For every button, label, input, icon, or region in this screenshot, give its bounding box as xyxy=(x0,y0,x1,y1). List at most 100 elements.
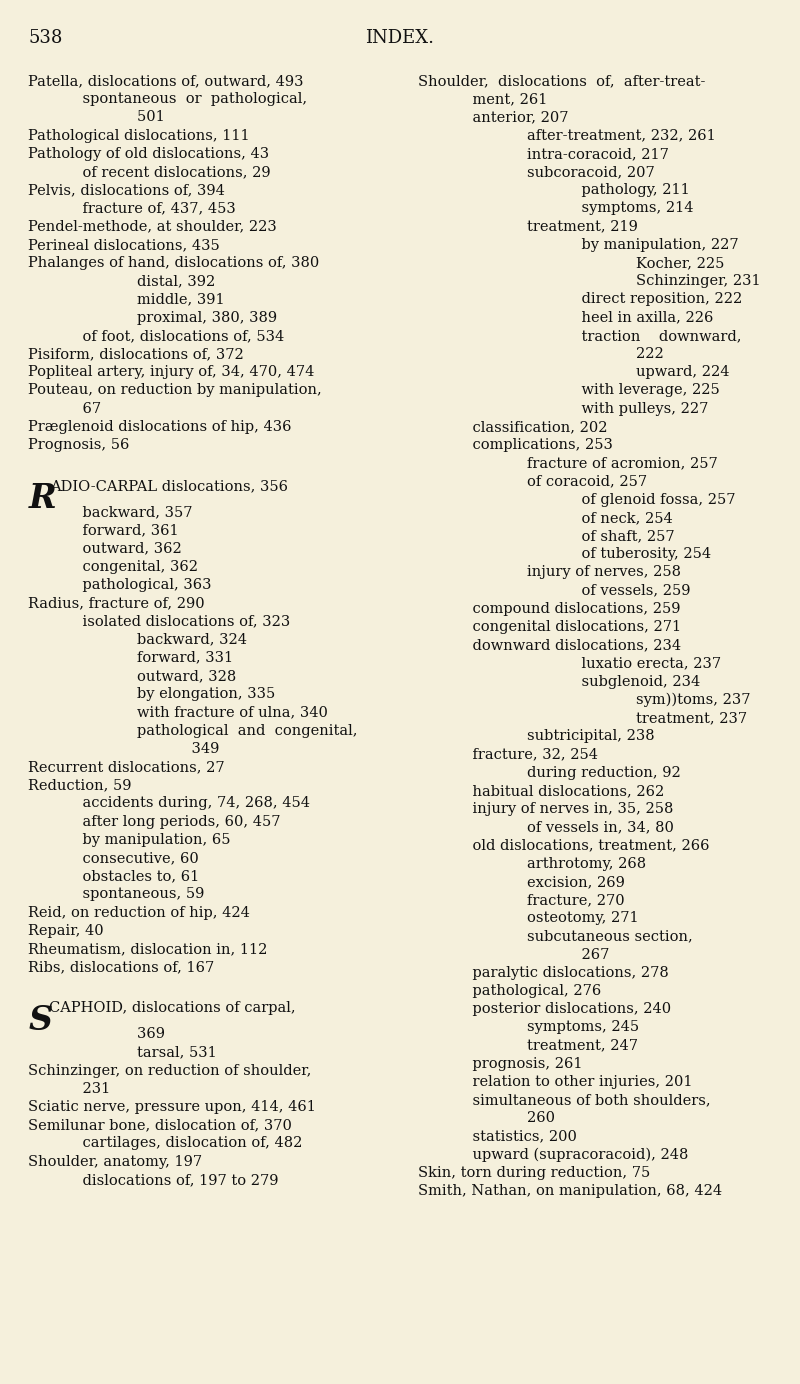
Text: Repair, 40: Repair, 40 xyxy=(28,923,104,938)
Text: proximal, 380, 389: proximal, 380, 389 xyxy=(100,310,277,325)
Text: after long periods, 60, 457: after long periods, 60, 457 xyxy=(64,815,281,829)
Text: of recent dislocations, 29: of recent dislocations, 29 xyxy=(64,165,270,179)
Text: fracture of, 437, 453: fracture of, 437, 453 xyxy=(64,202,236,216)
Text: Pathological dislocations, 111: Pathological dislocations, 111 xyxy=(28,129,250,143)
Text: 501: 501 xyxy=(100,111,165,125)
Text: downward dislocations, 234: downward dislocations, 234 xyxy=(454,638,681,652)
Text: Smith, Nathan, on manipulation, 68, 424: Smith, Nathan, on manipulation, 68, 424 xyxy=(418,1185,722,1199)
Text: subcoracoid, 207: subcoracoid, 207 xyxy=(490,165,654,179)
Text: habitual dislocations, 262: habitual dislocations, 262 xyxy=(454,783,664,797)
Text: isolated dislocations of, 323: isolated dislocations of, 323 xyxy=(64,614,290,628)
Text: with pulleys, 227: with pulleys, 227 xyxy=(526,401,708,415)
Text: treatment, 237: treatment, 237 xyxy=(562,711,747,725)
Text: Shoulder,  dislocations  of,  after-treat-: Shoulder, dislocations of, after-treat- xyxy=(418,73,706,89)
Text: by elongation, 335: by elongation, 335 xyxy=(100,686,275,702)
Text: compound dislocations, 259: compound dislocations, 259 xyxy=(454,602,681,616)
Text: simultaneous of both shoulders,: simultaneous of both shoulders, xyxy=(454,1093,710,1107)
Text: by manipulation, 65: by manipulation, 65 xyxy=(64,833,230,847)
Text: spontaneous, 59: spontaneous, 59 xyxy=(64,887,204,901)
Text: 267: 267 xyxy=(526,948,610,962)
Text: luxatio erecta, 237: luxatio erecta, 237 xyxy=(526,656,721,670)
Text: 260: 260 xyxy=(490,1111,555,1125)
Text: 369: 369 xyxy=(100,1027,165,1041)
Text: old dislocations, treatment, 266: old dislocations, treatment, 266 xyxy=(454,839,710,853)
Text: 538: 538 xyxy=(28,29,62,47)
Text: Kocher, 225: Kocher, 225 xyxy=(562,256,724,270)
Text: traction    downward,: traction downward, xyxy=(526,329,742,343)
Text: cartilages, dislocation of, 482: cartilages, dislocation of, 482 xyxy=(64,1136,302,1150)
Text: Schinzinger, 231: Schinzinger, 231 xyxy=(562,274,761,288)
Text: posterior dislocations, 240: posterior dislocations, 240 xyxy=(454,1002,671,1016)
Text: ADIO-CARPAL dislocations, 356: ADIO-CARPAL dislocations, 356 xyxy=(50,479,288,493)
Text: subcutaneous section,: subcutaneous section, xyxy=(490,930,693,944)
Text: with leverage, 225: with leverage, 225 xyxy=(526,383,720,397)
Text: S: S xyxy=(29,1005,53,1038)
Text: Sciatic nerve, pressure upon, 414, 461: Sciatic nerve, pressure upon, 414, 461 xyxy=(28,1100,316,1114)
Text: Popliteal artery, injury of, 34, 470, 474: Popliteal artery, injury of, 34, 470, 47… xyxy=(28,365,314,379)
Text: injury of nerves in, 35, 258: injury of nerves in, 35, 258 xyxy=(454,801,674,817)
Text: heel in axilla, 226: heel in axilla, 226 xyxy=(526,310,714,325)
Text: intra-coracoid, 217: intra-coracoid, 217 xyxy=(490,147,669,161)
Text: Pendel-methode, at shoulder, 223: Pendel-methode, at shoulder, 223 xyxy=(28,220,277,234)
Text: treatment, 247: treatment, 247 xyxy=(490,1038,638,1053)
Text: after-treatment, 232, 261: after-treatment, 232, 261 xyxy=(490,129,716,143)
Text: of glenoid fossa, 257: of glenoid fossa, 257 xyxy=(526,493,735,507)
Text: by manipulation, 227: by manipulation, 227 xyxy=(526,238,738,252)
Text: Shoulder, anatomy, 197: Shoulder, anatomy, 197 xyxy=(28,1154,202,1168)
Text: tarsal, 531: tarsal, 531 xyxy=(100,1045,217,1060)
Text: classification, 202: classification, 202 xyxy=(454,419,607,433)
Text: Skin, torn during reduction, 75: Skin, torn during reduction, 75 xyxy=(418,1165,650,1181)
Text: osteotomy, 271: osteotomy, 271 xyxy=(490,911,638,925)
Text: of tuberosity, 254: of tuberosity, 254 xyxy=(526,547,711,561)
Text: fracture, 32, 254: fracture, 32, 254 xyxy=(454,747,598,761)
Text: of shaft, 257: of shaft, 257 xyxy=(526,529,674,543)
Text: congenital, 362: congenital, 362 xyxy=(64,559,198,574)
Text: forward, 331: forward, 331 xyxy=(100,650,233,664)
Text: with fracture of ulna, 340: with fracture of ulna, 340 xyxy=(100,706,328,720)
Text: prognosis, 261: prognosis, 261 xyxy=(454,1057,582,1071)
Text: excision, 269: excision, 269 xyxy=(490,875,625,889)
Text: of foot, dislocations of, 534: of foot, dislocations of, 534 xyxy=(64,329,284,343)
Text: subglenoid, 234: subglenoid, 234 xyxy=(526,674,700,689)
Text: Semilunar bone, dislocation of, 370: Semilunar bone, dislocation of, 370 xyxy=(28,1118,292,1132)
Text: Pouteau, on reduction by manipulation,: Pouteau, on reduction by manipulation, xyxy=(28,383,322,397)
Text: of vessels in, 34, 80: of vessels in, 34, 80 xyxy=(490,821,674,835)
Text: Radius, fracture of, 290: Radius, fracture of, 290 xyxy=(28,597,205,610)
Text: consecutive, 60: consecutive, 60 xyxy=(64,851,198,865)
Text: ment, 261: ment, 261 xyxy=(454,93,547,107)
Text: complications, 253: complications, 253 xyxy=(454,437,613,453)
Text: backward, 324: backward, 324 xyxy=(100,632,247,646)
Text: during reduction, 92: during reduction, 92 xyxy=(490,765,681,779)
Text: INDEX.: INDEX. xyxy=(366,29,434,47)
Text: middle, 391: middle, 391 xyxy=(100,292,225,306)
Text: spontaneous  or  pathological,: spontaneous or pathological, xyxy=(64,93,307,107)
Text: Pelvis, dislocations of, 394: Pelvis, dislocations of, 394 xyxy=(28,183,225,197)
Text: backward, 357: backward, 357 xyxy=(64,505,193,519)
Text: Pathology of old dislocations, 43: Pathology of old dislocations, 43 xyxy=(28,147,269,161)
Text: symptoms, 245: symptoms, 245 xyxy=(490,1020,639,1034)
Text: 222: 222 xyxy=(562,347,664,361)
Text: symptoms, 214: symptoms, 214 xyxy=(526,202,694,216)
Text: outward, 328: outward, 328 xyxy=(100,668,236,682)
Text: Prognosis, 56: Prognosis, 56 xyxy=(28,437,130,453)
Text: upward (supracoracoid), 248: upward (supracoracoid), 248 xyxy=(454,1147,688,1163)
Text: injury of nerves, 258: injury of nerves, 258 xyxy=(490,566,681,580)
Text: anterior, 207: anterior, 207 xyxy=(454,111,569,125)
Text: paralytic dislocations, 278: paralytic dislocations, 278 xyxy=(454,966,669,980)
Text: direct reposition, 222: direct reposition, 222 xyxy=(526,292,742,306)
Text: subtricipital, 238: subtricipital, 238 xyxy=(490,729,654,743)
Text: CAPHOID, dislocations of carpal,: CAPHOID, dislocations of carpal, xyxy=(49,1002,296,1016)
Text: 349: 349 xyxy=(136,742,219,756)
Text: 67: 67 xyxy=(64,401,101,415)
Text: Schinzinger, on reduction of shoulder,: Schinzinger, on reduction of shoulder, xyxy=(28,1064,311,1078)
Text: Patella, dislocations of, outward, 493: Patella, dislocations of, outward, 493 xyxy=(28,73,303,89)
Text: Pisiform, dislocations of, 372: Pisiform, dislocations of, 372 xyxy=(28,347,244,361)
Text: 231: 231 xyxy=(64,1082,110,1096)
Text: distal, 392: distal, 392 xyxy=(100,274,215,288)
Text: sym))toms, 237: sym))toms, 237 xyxy=(562,693,750,707)
Text: Phalanges of hand, dislocations of, 380: Phalanges of hand, dislocations of, 380 xyxy=(28,256,319,270)
Text: congenital dislocations, 271: congenital dislocations, 271 xyxy=(454,620,681,634)
Text: Ribs, dislocations of, 167: Ribs, dislocations of, 167 xyxy=(28,960,214,974)
Text: Præglenoid dislocations of hip, 436: Præglenoid dislocations of hip, 436 xyxy=(28,419,291,433)
Text: statistics, 200: statistics, 200 xyxy=(454,1129,577,1143)
